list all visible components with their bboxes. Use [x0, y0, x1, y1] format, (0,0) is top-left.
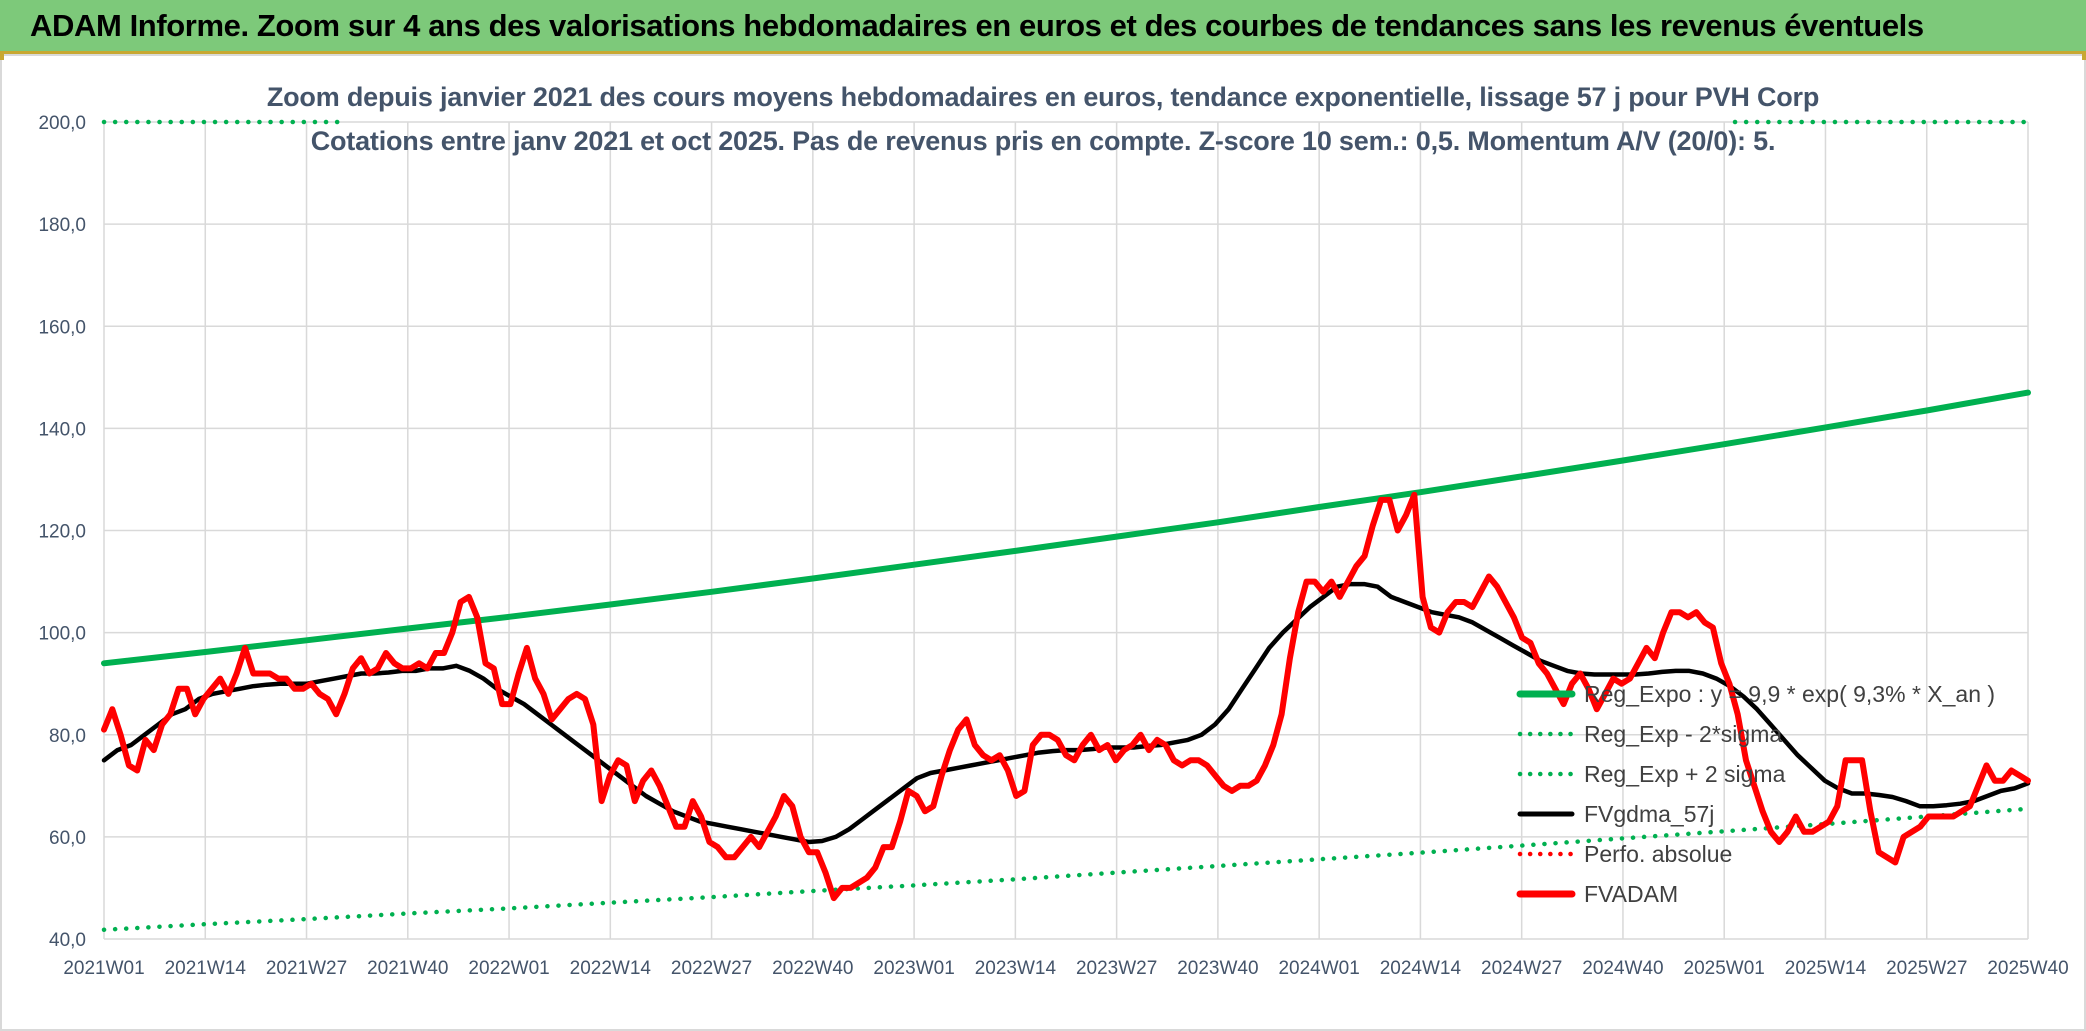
banner-corner-left	[0, 54, 4, 60]
x-tick-label: 2023W27	[1076, 958, 1157, 979]
x-tick-label: 2024W27	[1481, 958, 1562, 979]
chart-subtitle: Cotations entre janv 2021 et oct 2025. P…	[310, 126, 1776, 156]
y-tick-label: 100,0	[38, 624, 86, 645]
x-tick-label: 2024W40	[1582, 958, 1663, 979]
x-tick-label: 2021W14	[165, 958, 247, 979]
x-tick-label: 2021W01	[63, 958, 144, 979]
x-tick-label: 2023W14	[975, 958, 1057, 979]
series-fvadam	[101, 491, 2031, 902]
chart-grid	[103, 121, 2029, 940]
y-tick-label: 160,0	[38, 317, 86, 338]
series-lower-band	[101, 806, 2031, 933]
y-tick-label: 80,0	[49, 726, 86, 747]
report-title: ADAM Informe. Zoom sur 4 ans des valoris…	[30, 8, 1924, 43]
y-tick-label: 200,0	[38, 113, 86, 134]
x-tick-label: 2023W01	[873, 958, 954, 979]
y-tick-label: 40,0	[49, 930, 86, 951]
y-tick-label: 120,0	[38, 522, 86, 543]
y-axis-ticks: 40,0 60,0 80,0 100,0 120,0 140,0 160,0 180,0 200…	[38, 113, 86, 951]
legend-label: Perfo. absolue	[1584, 841, 1732, 867]
report-banner: ADAM Informe. Zoom sur 4 ans des valoris…	[0, 0, 2086, 54]
y-tick-label: 180,0	[38, 215, 86, 236]
x-tick-label: 2025W14	[1785, 958, 1867, 979]
x-tick-label: 2024W01	[1278, 958, 1359, 979]
x-tick-label: 2021W40	[367, 958, 448, 979]
legend-label: Reg_Expo : y = 9,9 * exp( 9,3% * X_an )	[1584, 681, 1995, 707]
y-tick-label: 60,0	[49, 828, 86, 849]
x-tick-label: 2025W27	[1886, 958, 1967, 979]
chart-title: Zoom depuis janvier 2021 des cours moyen…	[266, 82, 1820, 112]
legend-label: Reg_Exp + 2 sigma	[1584, 761, 1786, 787]
series-regression-expo	[101, 389, 2031, 667]
x-tick-label: 2025W01	[1684, 958, 1765, 979]
legend-label: Reg_Exp - 2*sigma	[1584, 721, 1782, 747]
x-tick-label: 2022W40	[772, 958, 853, 979]
legend-label: FVgdma_57j	[1584, 801, 1714, 827]
x-tick-label: 2022W27	[671, 958, 752, 979]
banner-corner-right	[2082, 54, 2086, 60]
chart-series	[101, 119, 2031, 933]
x-tick-label: 2025W40	[1987, 958, 2068, 979]
y-tick-label: 140,0	[38, 419, 86, 440]
x-tick-label: 2023W40	[1177, 958, 1258, 979]
x-tick-label: 2022W01	[468, 958, 549, 979]
chart-legend: Reg_Expo : y = 9,9 * exp( 9,3% * X_an ) R…	[1516, 681, 1995, 907]
x-tick-label: 2024W14	[1380, 958, 1462, 979]
x-tick-label: 2022W14	[570, 958, 652, 979]
legend-label: FVADAM	[1584, 881, 1678, 907]
x-axis-ticks: 2021W01 2021W14 2021W27 2021W40 2022W01 2022W…	[63, 958, 2068, 979]
chart-frame	[0, 54, 2086, 1031]
x-tick-label: 2021W27	[266, 958, 347, 979]
